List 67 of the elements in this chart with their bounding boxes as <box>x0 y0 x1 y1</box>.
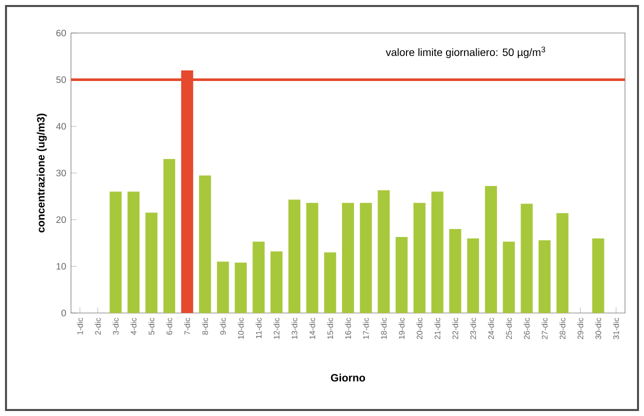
x-tick-label: 23-dic <box>470 318 476 340</box>
x-tick-label: 7-dic <box>184 318 190 335</box>
bar <box>128 192 140 313</box>
x-tick-label: 15-dic <box>327 318 334 339</box>
bar <box>288 200 300 313</box>
x-tick-label: 8-dic <box>202 318 208 335</box>
x-tick-label: 27-dic <box>542 318 548 340</box>
x-tick-label: 16-dic <box>345 318 351 339</box>
x-tick-label: 31-dic <box>613 318 620 340</box>
bar <box>270 251 283 313</box>
bar <box>199 175 212 313</box>
bar <box>252 242 265 313</box>
y-tick-label: 20 <box>56 216 66 223</box>
bar <box>413 202 426 313</box>
x-tick-label: 30-dic <box>595 318 602 340</box>
x-tick-label: 29-dic <box>577 318 584 340</box>
x-tick-label: 11-dic <box>256 318 262 338</box>
bar <box>378 190 390 313</box>
bar <box>556 213 568 313</box>
y-tick-label: 30 <box>56 170 66 176</box>
bar <box>306 202 318 313</box>
bar <box>592 238 604 313</box>
x-tick-label: 10-dic <box>238 318 244 339</box>
y-axis-title: concentrazione (ug/m3) <box>36 114 47 232</box>
bar <box>342 202 354 313</box>
y-tick-label: 10 <box>56 263 66 270</box>
x-tick-label: 22-dic <box>452 318 458 340</box>
y-tick-label: 0 <box>61 310 66 316</box>
x-tick-label: 28-dic <box>559 318 566 340</box>
bar <box>538 240 551 313</box>
x-tick-label: 1-dic <box>76 318 83 334</box>
x-tick-label: 13-dic <box>291 318 298 339</box>
x-tick-label: 5-dic <box>148 318 154 335</box>
x-tick-label: 24-dic <box>488 318 494 340</box>
bar <box>163 158 176 313</box>
x-tick-label: 9-dic <box>220 318 226 335</box>
y-tick-label: 50 <box>56 76 66 83</box>
bar <box>324 252 336 313</box>
bar <box>396 236 408 313</box>
x-tick-label: 12-dic <box>274 318 280 339</box>
x-tick-label: 6-dic <box>166 318 172 335</box>
bar <box>449 228 462 313</box>
x-tick-label: 3-dic <box>112 318 119 335</box>
y-tick-label: 40 <box>56 123 66 130</box>
y-tick-label: 60 <box>56 30 66 36</box>
x-tick-label: 2-dic <box>94 318 101 335</box>
x-tick-label: 18-dic <box>380 318 387 339</box>
x-tick-label: 20-dic <box>416 318 422 340</box>
x-tick-label: 25-dic <box>506 318 512 340</box>
x-tick-label: 14-dic <box>309 318 316 339</box>
bar <box>502 242 515 313</box>
x-tick-label: 21-dic <box>434 318 440 340</box>
bar <box>234 262 247 313</box>
x-tick-label: 26-dic <box>524 318 530 340</box>
bar <box>360 202 372 313</box>
bar <box>520 204 533 313</box>
x-tick-label: 17-dic <box>362 318 369 339</box>
bar <box>467 238 480 313</box>
bar <box>484 186 497 313</box>
ref-line-label: valore limite giornaliero: 50 µg/m$^{3}$ <box>386 46 546 58</box>
x-tick-label: 4-dic <box>130 318 136 335</box>
bar <box>145 212 158 313</box>
x-tick-label: 19-dic <box>398 318 405 339</box>
bar <box>110 192 122 313</box>
bar <box>431 192 444 313</box>
bar <box>216 262 229 313</box>
x-axis-title: Giorno <box>330 374 366 382</box>
